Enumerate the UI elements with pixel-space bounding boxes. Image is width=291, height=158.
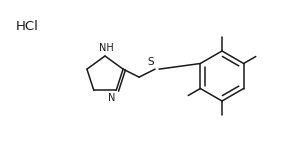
Text: N: N [108, 93, 115, 103]
Text: S: S [148, 57, 154, 67]
Text: NH: NH [99, 43, 113, 53]
Text: HCl: HCl [16, 20, 39, 33]
